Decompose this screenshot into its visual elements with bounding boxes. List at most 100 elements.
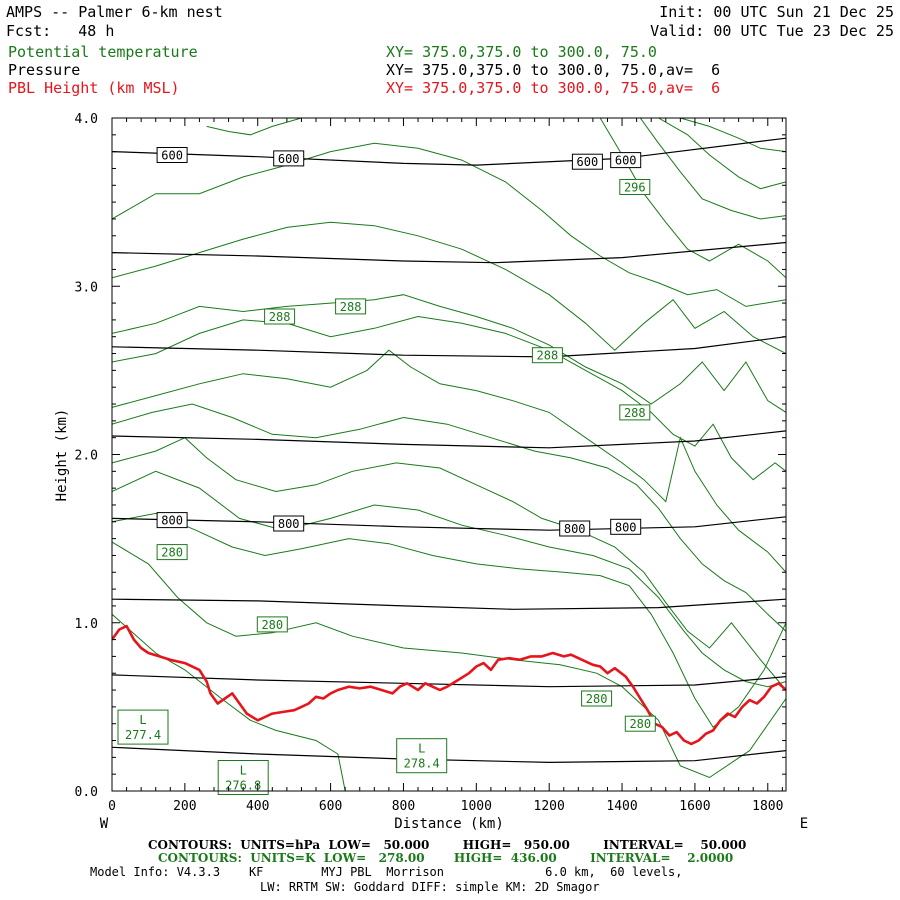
extremum-1-value: 276.8 — [225, 779, 261, 793]
pressure-contours — [112, 137, 786, 764]
theta-label-8: 280 — [629, 717, 651, 731]
theta-contour-13 — [639, 118, 786, 220]
footer-physics-info: LW: RRTM SW: Goddard DIFF: simple KM: 2D… — [260, 880, 600, 894]
extremum-1-kind: L — [240, 764, 247, 778]
y-tick-label-0: 0.0 — [75, 785, 98, 800]
pressure-contour-700 — [112, 336, 786, 358]
theta-label-5: 280 — [161, 546, 183, 560]
theta-contour-10 — [112, 142, 786, 307]
pressure-contour-800 — [112, 516, 786, 531]
y-tick-label-4: 4.0 — [75, 112, 98, 127]
contour-labels: 600 600 600 600 800 800 800 800 296 288 288 288 288 2… — [117, 147, 656, 795]
pbl-height-line — [112, 624, 786, 746]
theta-label-0-box — [619, 179, 651, 195]
pressure-contour-600 — [112, 137, 786, 166]
theta-label-7-box — [581, 690, 613, 707]
theta-contour-3 — [112, 470, 786, 688]
pressure-label-5-box — [273, 515, 305, 532]
theta-label-0: 296 — [624, 181, 646, 195]
west-label: W — [100, 816, 109, 832]
theta-contour-9 — [112, 221, 786, 355]
forecast-hour: Fcst: 48 h — [6, 22, 115, 40]
theta-contour-2 — [112, 512, 786, 728]
x-tick-label-9: 1800 — [752, 799, 783, 814]
extremum-2-kind: L — [418, 742, 425, 756]
theta-contour-6 — [112, 349, 786, 573]
x-tick-label-4: 800 — [392, 799, 415, 814]
theta-label-5-box — [156, 544, 188, 561]
extremum-0-kind: L — [139, 713, 146, 727]
theta-contour-5 — [112, 403, 786, 632]
pressure-label-0-box — [156, 147, 188, 163]
pressure-contour-750 — [112, 430, 786, 449]
y-tick-label-3: 3.0 — [75, 280, 98, 295]
x-tick-label-5: 1000 — [461, 799, 492, 814]
theta-label-8-box — [624, 715, 656, 732]
theta-contours — [112, 118, 786, 791]
y-tick-label-2: 2.0 — [75, 449, 98, 464]
axis-ticks: 0 200 400 600 800 1000 1200 1400 1600 1800 0.0 1.0 2… — [75, 112, 786, 814]
theta-contour-1 — [112, 541, 786, 779]
x-tick-label-7: 1400 — [606, 799, 637, 814]
pressure-contour-950 — [112, 746, 786, 764]
theta-label-2-box — [335, 298, 367, 315]
field-pbl-xy: XY= 375.0,375.0 to 300.0, 75.0,av= 6 — [386, 79, 721, 97]
valid-time: Valid: 00 UTC Tue 23 Dec 25 — [650, 22, 894, 40]
theta-label-7: 280 — [586, 692, 608, 706]
extremum-2-value: 278.4 — [404, 757, 440, 771]
pressure-label-3-box — [610, 152, 642, 169]
footer-pressure-contours: CONTOURS: UNITS=hPa LOW= 50.000 HIGH= 95… — [148, 838, 747, 852]
extremum-0-value: 277.4 — [125, 728, 161, 742]
footer-model-info: Model Info: V4.3.3 KF MYJ PBL Morrison 6… — [90, 865, 683, 879]
pressure-label-4: 800 — [161, 514, 183, 528]
pressure-label-4-box — [156, 512, 188, 529]
pressure-label-7: 800 — [615, 520, 637, 534]
field-pressure-name: Pressure — [8, 61, 81, 79]
theta-label-1-box — [264, 308, 296, 325]
x-axis-label: Distance (km) — [394, 816, 504, 832]
theta-contour-14 — [658, 118, 786, 190]
pbl-height-series — [112, 624, 786, 746]
pressure-contour-850 — [112, 598, 786, 610]
field-pbl-name: PBL Height (km MSL) — [8, 79, 180, 97]
extremum-0-box — [117, 709, 169, 745]
pressure-contour-900 — [112, 674, 786, 688]
theta-label-4: 288 — [624, 406, 646, 420]
theta-label-1: 288 — [269, 310, 291, 324]
x-tick-label-8: 1600 — [679, 799, 710, 814]
plot-frame — [111, 117, 787, 792]
pressure-label-6-box — [559, 520, 591, 537]
footer-theta-contours: CONTOURS: UNITS=K LOW= 278.00 HIGH= 436.… — [158, 851, 734, 865]
pressure-label-2: 600 — [577, 155, 599, 169]
pressure-label-1: 600 — [278, 152, 300, 166]
theta-contour-4 — [112, 437, 786, 691]
field-theta-name: Potential temperature — [8, 43, 198, 61]
theta-contour-7 — [112, 315, 786, 481]
theta-contour-11 — [206, 118, 302, 136]
pressure-label-5: 800 — [278, 517, 300, 531]
pressure-contour-650 — [112, 241, 786, 264]
pressure-label-2-box — [571, 153, 603, 170]
theta-label-2: 288 — [340, 300, 362, 314]
x-tick-label-1: 200 — [173, 799, 196, 814]
pressure-label-1-box — [273, 150, 305, 167]
field-pressure-xy: XY= 375.0,375.0 to 300.0, 75.0,av= 6 — [386, 61, 721, 79]
y-axis-label: Height (km) — [54, 409, 70, 502]
theta-label-6: 280 — [261, 618, 283, 632]
x-tick-label-3: 600 — [319, 799, 342, 814]
theta-label-3: 288 — [537, 349, 559, 363]
pressure-label-0: 600 — [161, 149, 183, 163]
theta-label-3-box — [531, 347, 563, 364]
theta-label-4-box — [619, 404, 651, 421]
theta-label-6-box — [256, 616, 288, 633]
x-tick-label-2: 400 — [246, 799, 269, 814]
pressure-label-3: 600 — [615, 154, 637, 168]
init-time: Init: 00 UTC Sun 21 Dec 25 — [659, 3, 894, 21]
theta-contour-15 — [680, 118, 786, 153]
x-tick-label-6: 1200 — [534, 799, 565, 814]
pressure-label-6: 800 — [564, 522, 586, 536]
field-theta-xy: XY= 375.0,375.0 to 300.0, 75.0 — [386, 43, 657, 61]
x-tick-label-0: 0 — [108, 799, 116, 814]
pressure-label-7-box — [610, 518, 642, 535]
